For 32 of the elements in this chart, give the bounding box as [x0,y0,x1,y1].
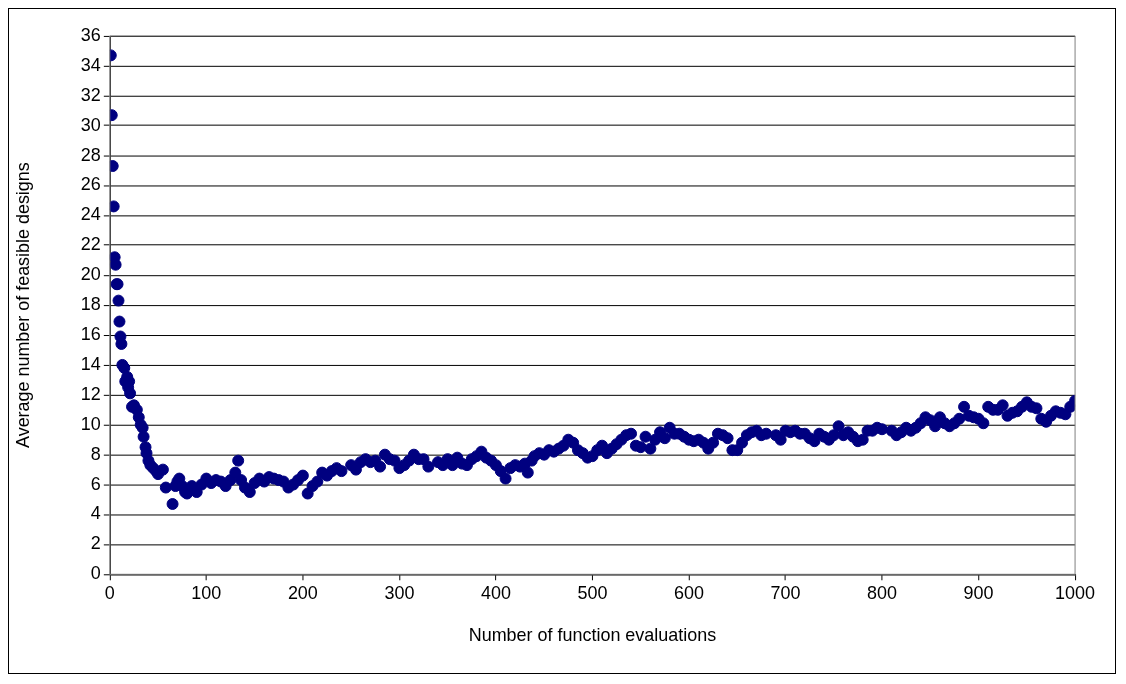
y-tick-label: 6 [90,473,101,494]
x-tick-label: 1000 [1055,583,1096,603]
y-tick-label: 18 [80,294,101,315]
x-axis-title: Number of function evaluations [468,625,717,646]
y-tick-label: 10 [80,413,101,434]
y-tick-label: 28 [80,144,101,165]
x-tick-label: 0 [104,583,115,603]
x-tick-label: 900 [963,583,994,603]
y-axis-title: Average number of feasible designs [12,162,33,448]
y-tick-label: 32 [80,84,101,105]
y-tick-label: 0 [90,563,101,584]
x-tick-label: 800 [867,583,898,603]
x-tick-label: 200 [287,583,318,603]
x-tick-label: 600 [673,583,704,603]
y-tick-label: 30 [80,114,101,135]
y-tick-label: 20 [80,264,101,285]
y-tick-label: 24 [80,204,101,225]
y-tick-label: 36 [80,24,101,45]
y-tick-label: 2 [90,533,101,554]
y-tick-label: 14 [80,353,101,374]
y-tick-label: 4 [90,503,101,524]
y-tick-label: 34 [80,54,101,75]
y-tick-label: 22 [80,234,101,255]
x-tick-label: 100 [191,583,222,603]
x-tick-label: 300 [384,583,415,603]
x-tick-label: 400 [480,583,511,603]
x-tick-label: 500 [577,583,608,603]
y-tick-label: 16 [80,323,101,344]
y-tick-label: 12 [80,383,101,404]
y-tick-label: 26 [80,174,101,195]
x-tick-label: 700 [770,583,801,603]
y-tick-label: 8 [90,443,101,464]
